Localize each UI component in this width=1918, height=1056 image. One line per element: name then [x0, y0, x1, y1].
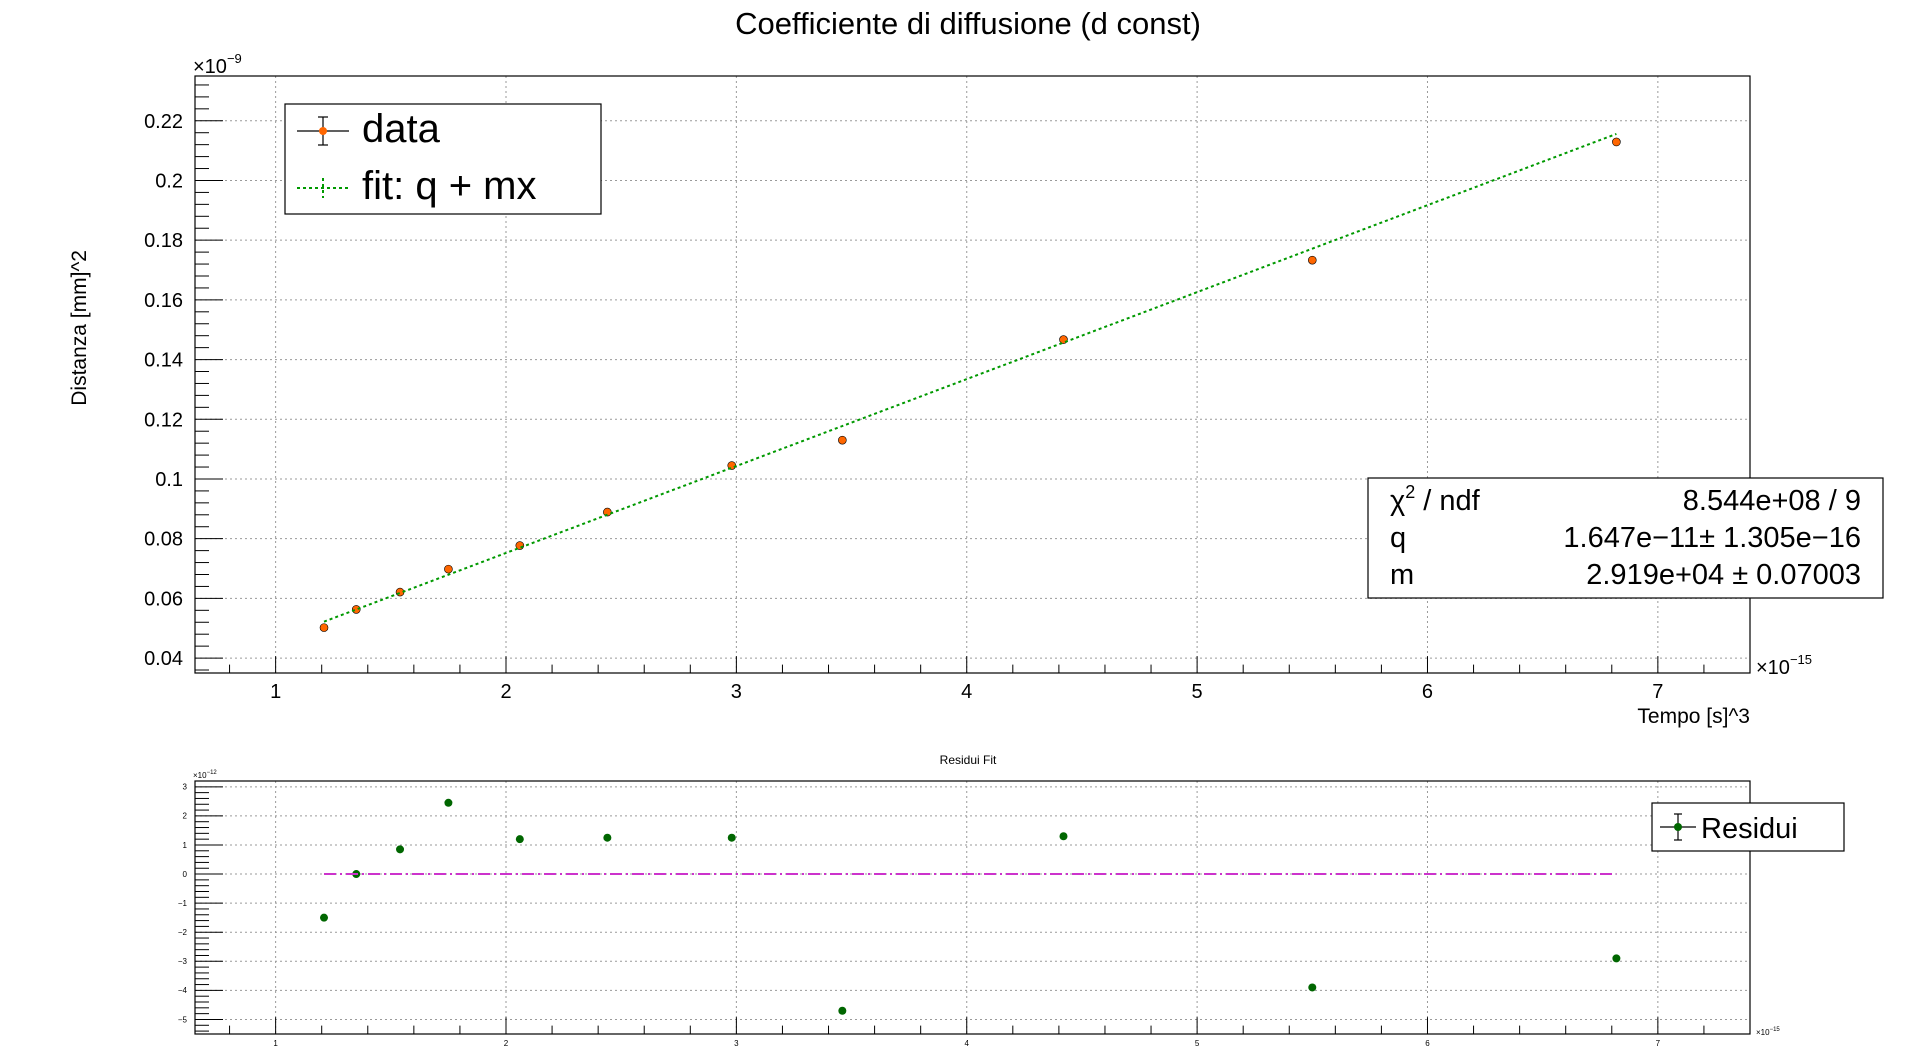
residuals-y-tick-label: −4	[178, 986, 188, 995]
stats-chi2-label: χ2 / ndf	[1390, 482, 1481, 517]
residuals-x-tick-label: 7	[1656, 1039, 1661, 1048]
main-chart-title: Coefficiente di diffusione (d const)	[735, 6, 1201, 41]
main-y-tick-label: 0.14	[144, 350, 183, 372]
fit-stats-box: χ2 / ndf 8.544e+08 / 9 q 1.647e−11± 1.30…	[1367, 477, 1884, 599]
residuals-data-point	[396, 845, 405, 854]
main-chart-series	[319, 132, 1621, 632]
main-chart: Coefficiente di diffusione (d const) 1 2 3…	[68, 6, 1884, 728]
main-y-exponent: ×10−9	[193, 51, 242, 78]
residuals-y-tick-label: −3	[178, 957, 188, 966]
main-x-tick-label: 3	[731, 681, 742, 703]
residuals-x-tick-label: 4	[965, 1039, 970, 1048]
legend-fit-label: fit: q + mx	[362, 164, 537, 208]
main-data-point	[603, 507, 612, 517]
main-data-point	[351, 605, 361, 614]
residuals-y-tick-label: −5	[178, 1015, 188, 1024]
main-y-axis-label: Distanza [mm]^2	[68, 250, 91, 406]
main-data-point	[838, 435, 847, 445]
residuals-y-tick-label: −2	[178, 928, 188, 937]
fit-stats-frame	[1367, 477, 1884, 599]
main-chart-frame	[194, 75, 1751, 674]
residuals-x-tick-label: 6	[1425, 1039, 1430, 1048]
residuals-legend: Residui	[1651, 802, 1845, 852]
residuals-chart-frame	[194, 780, 1751, 1035]
residuals-data-point	[603, 833, 612, 842]
residuals-chart-tick-labels: 1 2 3 4 5 6 7 −5 −4 −3 −2 −1 0 1 2 3	[178, 783, 1661, 1048]
residuals-x-tick-label: 3	[734, 1039, 739, 1048]
residuals-chart: Residui Fit 1 2 3 4 5 6 7 −5 −4 −3 −2 −1 0 1 2 3 ×10−12…	[178, 753, 1845, 1048]
main-x-tick-label: 2	[500, 681, 511, 703]
stats-m-value: 2.919e+04 ± 0.07003	[1586, 559, 1861, 591]
main-x-axis-label: Tempo [s]^3	[1637, 705, 1750, 728]
residuals-data-point	[515, 835, 524, 844]
legend-fit-marker	[297, 178, 349, 198]
residuals-data-point	[1308, 983, 1317, 992]
main-x-exponent: ×10−15	[1756, 652, 1812, 679]
residuals-y-tick-label: 3	[183, 783, 188, 792]
main-y-tick-label: 0.1	[155, 469, 183, 491]
main-chart-ticks	[195, 84, 1751, 673]
main-y-tick-label: 0.16	[144, 290, 183, 312]
legend-data-marker	[297, 116, 349, 146]
residuals-y-tick-label: 2	[183, 812, 188, 821]
residuals-chart-ticks	[195, 780, 1751, 1034]
residuals-y-tick-label: 0	[183, 870, 188, 879]
main-x-tick-label: 5	[1192, 681, 1203, 703]
residuals-x-tick-label: 1	[273, 1039, 278, 1048]
main-y-tick-label: 0.2	[155, 170, 183, 192]
residuals-data-point	[838, 1006, 847, 1015]
residuals-data-point	[444, 798, 453, 807]
stats-q-value: 1.647e−11± 1.305e−16	[1563, 522, 1861, 554]
residuals-x-tick-label: 5	[1195, 1039, 1200, 1048]
main-x-tick-label: 6	[1422, 681, 1433, 703]
main-x-tick-label: 1	[270, 681, 281, 703]
main-y-tick-label: 0.04	[144, 648, 183, 670]
residuals-x-tick-label: 2	[504, 1039, 509, 1048]
main-y-tick-label: 0.18	[144, 230, 183, 252]
main-legend: data fit: q + mx	[284, 103, 602, 215]
main-y-tick-label: 0.22	[144, 111, 183, 133]
residuals-data-point	[320, 913, 329, 922]
main-x-tick-label: 4	[961, 681, 972, 703]
main-data-point	[444, 564, 453, 574]
main-series-line-1	[323, 132, 1617, 623]
main-data-point	[1307, 255, 1317, 265]
main-data-point	[1612, 137, 1621, 147]
main-x-tick-label: 7	[1652, 681, 1663, 703]
stats-m-label: m	[1390, 559, 1414, 591]
main-chart-tick-labels: 1 2 3 4 5 6 7 0.04 0.06 0.08 0.1 0.12 0.14 0.16 0.18 0.…	[144, 111, 1663, 703]
residuals-chart-grid	[195, 781, 1750, 1034]
legend-data-label: data	[362, 107, 441, 151]
main-y-tick-label: 0.12	[144, 409, 183, 431]
legend-residui-marker	[1660, 813, 1696, 841]
residuals-data-point	[1612, 954, 1621, 963]
stats-q-label: q	[1390, 522, 1406, 554]
stats-chi2-value: 8.544e+08 / 9	[1683, 485, 1861, 517]
residuals-data-point	[727, 833, 736, 842]
residuals-y-exponent: ×10−12	[193, 770, 217, 780]
residuals-chart-title: Residui Fit	[940, 753, 997, 767]
main-legend-box	[284, 103, 602, 215]
residuals-x-exponent: ×10−15	[1756, 1027, 1780, 1037]
residuals-y-tick-label: 1	[183, 841, 188, 850]
main-data-point	[319, 623, 329, 632]
residuals-y-tick-label: −1	[178, 899, 188, 908]
main-y-tick-label: 0.08	[144, 529, 183, 551]
residuals-chart-series	[320, 798, 1621, 1015]
main-y-tick-label: 0.06	[144, 588, 183, 610]
residuals-data-point	[1059, 832, 1068, 841]
legend-residui-label: Residui	[1701, 813, 1798, 845]
